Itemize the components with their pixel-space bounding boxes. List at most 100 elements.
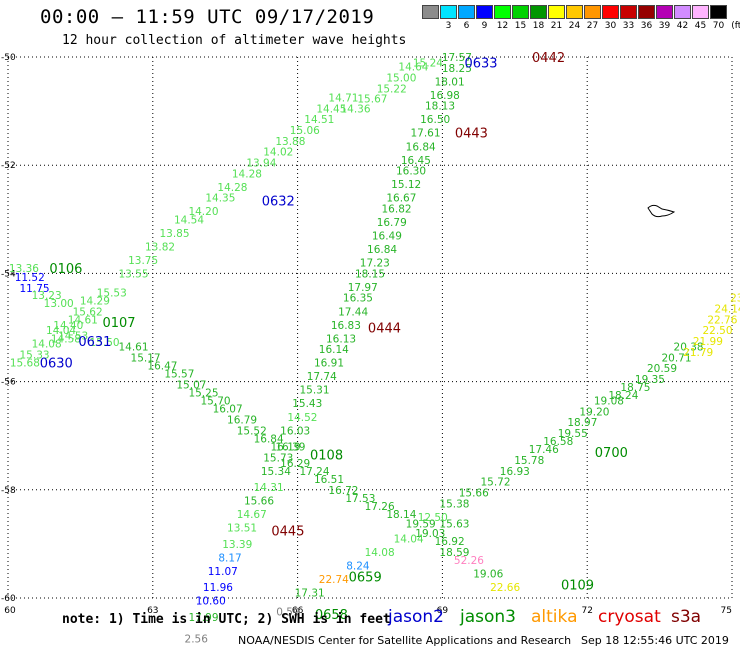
legend-unit: (ft) bbox=[731, 21, 740, 31]
swh-value: 11.75 bbox=[20, 283, 50, 295]
legend-label: 6 bbox=[463, 21, 470, 31]
legend-swatch bbox=[530, 5, 547, 19]
swh-value: 13.23 bbox=[32, 290, 62, 302]
swh-value: 15.34 bbox=[261, 466, 291, 478]
legend-swatch bbox=[422, 5, 439, 19]
swh-value: 16.45 bbox=[401, 155, 431, 167]
swh-value: 17.46 bbox=[529, 444, 559, 456]
legend-label: 24 bbox=[568, 21, 581, 31]
lon-tick-label: 75 bbox=[721, 606, 732, 616]
swh-value: 14.52 bbox=[287, 412, 317, 424]
swh-value: 13.36 bbox=[9, 263, 39, 275]
swh-value: 20.38 bbox=[674, 341, 704, 353]
legend-label: 21 bbox=[550, 21, 563, 31]
swh-value: 16.51 bbox=[314, 474, 344, 486]
swh-value: 16.58 bbox=[543, 436, 573, 448]
swh-value: 17.57 bbox=[442, 52, 472, 64]
swh-value: 18.14 bbox=[386, 509, 416, 521]
legend-label: 36 bbox=[640, 21, 653, 31]
swh-value: 14.51 bbox=[304, 114, 334, 126]
swh-value: 12.50 bbox=[418, 512, 448, 524]
legend-swatch bbox=[710, 5, 727, 19]
legend-swatch bbox=[584, 5, 601, 19]
swh-value: 15.72 bbox=[480, 477, 510, 489]
heard-island-outline bbox=[647, 204, 676, 218]
lon-tick-label: 63 bbox=[147, 606, 158, 616]
swh-value: 15.43 bbox=[292, 398, 322, 410]
lon-tick-label: 72 bbox=[581, 606, 592, 616]
swh-value: 22.50 bbox=[702, 325, 732, 337]
swh-value: 20.59 bbox=[647, 363, 677, 375]
pass-time-label: 0106 bbox=[49, 262, 82, 277]
lon-tick-label: 60 bbox=[4, 606, 16, 616]
swh-value: 14.08 bbox=[32, 339, 62, 351]
legend-label: 39 bbox=[658, 21, 671, 31]
swh-value: 16.47 bbox=[147, 360, 177, 372]
lat-tick-label: -60 bbox=[1, 594, 16, 604]
lat-tick-label: -52 bbox=[1, 161, 16, 171]
swh-value: 14.36 bbox=[340, 103, 370, 115]
swh-value: 17.99 bbox=[188, 612, 218, 624]
swh-value: 18.15 bbox=[355, 268, 385, 280]
swh-value: 14.54 bbox=[174, 214, 204, 226]
pass-time-label: 0443 bbox=[455, 127, 488, 142]
swh-value: 17.74 bbox=[307, 371, 337, 383]
pass-time-label: 0442 bbox=[532, 51, 565, 66]
swh-value: 14.71 bbox=[328, 93, 358, 105]
swh-value: 16.03 bbox=[280, 425, 310, 437]
pass-time-label: 0659 bbox=[349, 570, 382, 585]
swh-value: 22.74 bbox=[319, 574, 349, 586]
pass-time-labels: 0106 0107 0631 0630 0632 0633 0442 0443 0444 0445… bbox=[40, 51, 628, 623]
swh-value: 18.75 bbox=[620, 382, 650, 394]
lon-tick-label: 69 bbox=[437, 606, 449, 616]
lat-tick-label: -50 bbox=[1, 53, 16, 63]
swh-value: 15.68 bbox=[10, 358, 40, 370]
legend-label: 27 bbox=[586, 21, 599, 31]
swh-value: 19.06 bbox=[473, 569, 503, 581]
swh-value: 16.49 bbox=[372, 231, 402, 243]
legend-label: 18 bbox=[532, 21, 545, 31]
swh-value: 17.31 bbox=[295, 588, 325, 600]
legend-label: 33 bbox=[622, 21, 635, 31]
legend-swatch bbox=[476, 5, 493, 19]
pass-time-label: 0631 bbox=[78, 335, 111, 350]
swh-value: 17.97 bbox=[348, 282, 378, 294]
swh-value: 0.59 bbox=[276, 607, 299, 619]
legend-swatch bbox=[638, 5, 655, 19]
swh-value: 14.45 bbox=[316, 103, 346, 115]
swh-value: 18.24 bbox=[608, 390, 638, 402]
swh-value: 19.35 bbox=[635, 374, 665, 386]
swh-value: 16.19 bbox=[271, 442, 301, 454]
swh-value: 13.85 bbox=[159, 228, 189, 240]
swh-value: 11.07 bbox=[208, 566, 238, 578]
swh-value: 15.63 bbox=[439, 518, 469, 530]
swh-value: 18.59 bbox=[439, 547, 469, 559]
swh-value: 14.53 bbox=[58, 331, 88, 343]
pass-time-label: 0445 bbox=[271, 524, 304, 539]
credit-line: NOAA/NESDIS Center for Satellite Applica… bbox=[238, 634, 572, 647]
swh-value: 21.79 bbox=[683, 347, 713, 359]
legend-swatch bbox=[656, 5, 673, 19]
swh-value: 15.06 bbox=[290, 125, 320, 137]
satellite-jason3: jason3 bbox=[460, 607, 516, 627]
legend-label: 15 bbox=[514, 21, 527, 31]
swh-value: 13.88 bbox=[275, 136, 305, 148]
swh-value: 16.83 bbox=[331, 320, 361, 332]
swh-value: 14.04 bbox=[394, 533, 424, 545]
swh-value: 20.71 bbox=[661, 352, 691, 364]
legend-swatch bbox=[566, 5, 583, 19]
swh-value: 13.82 bbox=[145, 241, 175, 253]
swh-value: 16.82 bbox=[382, 203, 412, 215]
island-coastline bbox=[647, 204, 676, 218]
swh-value: 19.59 bbox=[406, 518, 436, 530]
swh-value: 15.12 bbox=[391, 179, 421, 191]
swh-value: 16.93 bbox=[500, 466, 530, 478]
swh-value: 17.44 bbox=[338, 306, 368, 318]
pass-time-label: 0658 bbox=[315, 608, 348, 623]
swh-value: 8.17 bbox=[218, 552, 241, 564]
swh-value: 16.84 bbox=[254, 433, 284, 445]
satellite-cryosat: cryosat bbox=[598, 607, 661, 627]
swh-value: 14.58 bbox=[51, 333, 81, 345]
swh-value: 16.91 bbox=[314, 358, 344, 370]
